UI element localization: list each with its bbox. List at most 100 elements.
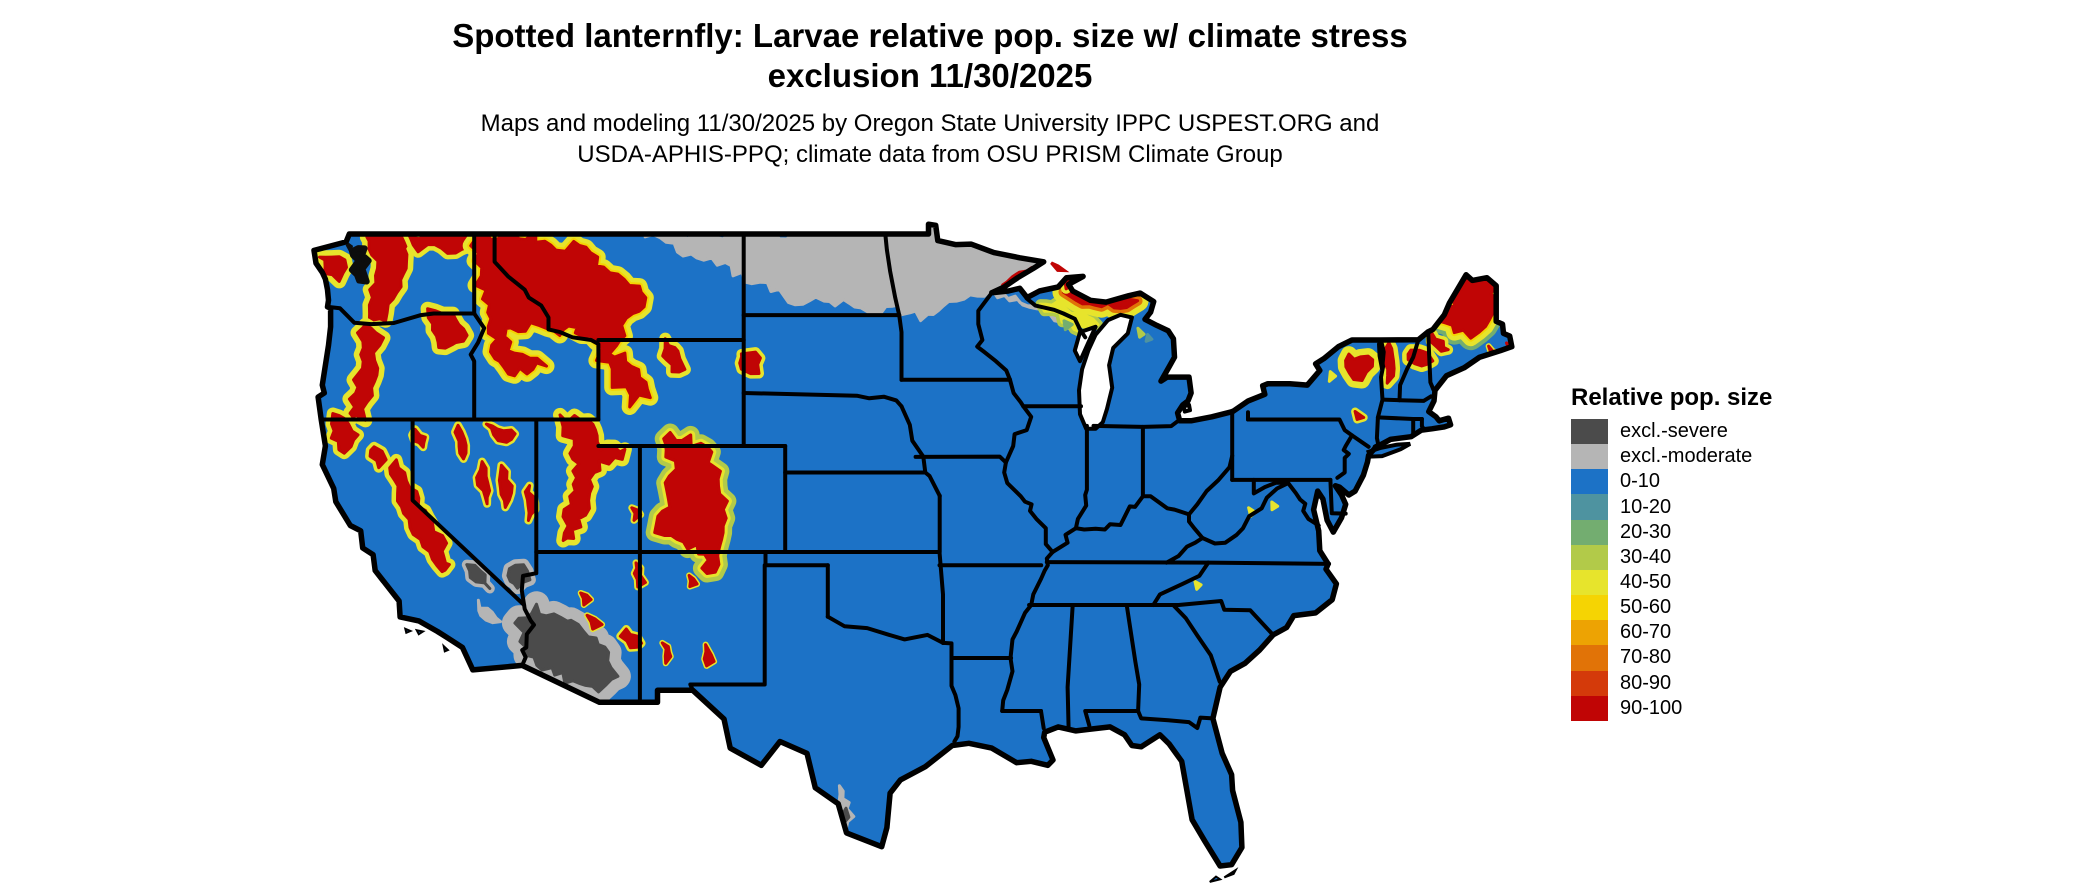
legend-item: 30-40 (1571, 544, 1971, 570)
puget-sound-ink (345, 242, 372, 285)
state-border (410, 417, 536, 668)
legend-item: 50-60 (1571, 595, 1971, 621)
legend-swatch (1571, 670, 1608, 696)
map-region (687, 573, 699, 589)
legend-swatch (1571, 569, 1608, 596)
legend-item: 10-20 (1571, 494, 1971, 520)
map-region (702, 643, 716, 668)
map-region (497, 463, 514, 509)
map-region (388, 458, 451, 574)
legend-item: 20-30 (1571, 519, 1971, 545)
state-border (1050, 453, 1235, 554)
legend-swatch (1571, 645, 1608, 671)
legend-swatch (1571, 695, 1608, 721)
map-region (1193, 580, 1203, 591)
map-region (1327, 370, 1338, 383)
map-region (579, 591, 593, 607)
legend-label: 30-40 (1620, 545, 1672, 568)
legend-swatch (1571, 494, 1608, 520)
state-border (941, 640, 954, 660)
map-region (469, 227, 652, 409)
legend-label: 80-90 (1620, 671, 1672, 694)
legend-swatch (1571, 620, 1608, 646)
state-border (1000, 550, 1055, 713)
map-state-borders (319, 232, 1436, 744)
state-border (1251, 477, 1291, 496)
subtitle-line1: Maps and modeling 11/30/2025 by Oregon S… (480, 110, 1380, 137)
map-region (1062, 319, 1074, 332)
state-border (1065, 603, 1075, 731)
state-border (1397, 337, 1421, 403)
lake (1181, 402, 1192, 414)
lake (1077, 312, 1134, 431)
legend-rows: excl.-severe excl.-moderate 0-10 10-20 2… (1571, 419, 1971, 721)
map-region (630, 506, 643, 522)
state-border (897, 313, 904, 382)
map-region (1429, 330, 1450, 353)
legend-swatch (1571, 595, 1608, 621)
state-border (1426, 330, 1436, 392)
state-border (1246, 417, 1354, 480)
island (414, 628, 426, 636)
map-region (585, 613, 604, 631)
map-region (495, 643, 505, 656)
title-line2: exclusion 11/30/2025 (767, 57, 1093, 94)
map-region (1353, 410, 1366, 421)
map-region (1270, 500, 1280, 512)
map-islands (403, 261, 1412, 883)
state-border (519, 417, 539, 607)
legend-swatch (1571, 519, 1608, 545)
state-border (741, 391, 904, 409)
state-border (468, 311, 487, 422)
legend-swatch (1571, 444, 1608, 470)
legend: Relative pop. size excl.-severe excl.-mo… (1571, 384, 1971, 721)
state-border (1044, 560, 1332, 566)
legend-item: 0-10 (1571, 469, 1971, 495)
state-border (1380, 394, 1433, 403)
island-long-island (1365, 441, 1412, 459)
legend-label: 50-60 (1620, 596, 1672, 619)
state-border (1024, 296, 1088, 340)
state-border (1039, 709, 1046, 731)
legend-label: excl.-moderate (1620, 445, 1753, 468)
map-region (465, 563, 492, 590)
island (403, 627, 414, 635)
lake (1072, 324, 1098, 364)
legend-swatch (1571, 419, 1608, 445)
map-region (661, 337, 687, 374)
state-border (1350, 433, 1371, 449)
legend-item: 60-70 (1571, 620, 1971, 646)
legend-item: excl.-severe (1571, 419, 1971, 445)
state-border (1083, 709, 1141, 728)
map-lakes (1072, 312, 1386, 431)
state-border (1176, 599, 1276, 637)
map-region (484, 422, 517, 444)
map-region (558, 413, 627, 542)
legend-label: 60-70 (1620, 621, 1672, 644)
state-border (1200, 481, 1291, 546)
map-region (1136, 326, 1146, 339)
legend-label: 90-100 (1620, 696, 1683, 719)
legend-label: 0-10 (1620, 470, 1661, 493)
state-border (883, 232, 902, 318)
island (442, 643, 450, 653)
legend-item: 70-80 (1571, 645, 1971, 671)
state-border (825, 614, 945, 645)
subtitle-line2: USDA-APHIS-PPQ; climate data from OSU PR… (577, 141, 1283, 168)
coast-ink (348, 245, 372, 285)
island (1209, 875, 1223, 883)
map-region (347, 323, 385, 422)
legend-item: 90-100 (1571, 695, 1971, 721)
legend-label: 70-80 (1620, 646, 1672, 669)
island-isle-royale (1050, 261, 1070, 273)
state-border (1091, 418, 1181, 429)
legend-label: 20-30 (1620, 520, 1672, 543)
page-title: Spotted lanternfly: Larvae relative pop.… (330, 16, 1530, 96)
state-border (325, 304, 477, 327)
state-border (1124, 603, 1142, 713)
legend-label: 40-50 (1620, 571, 1672, 594)
map-region (660, 641, 673, 665)
state-border (913, 454, 1008, 465)
state-border (492, 232, 601, 422)
